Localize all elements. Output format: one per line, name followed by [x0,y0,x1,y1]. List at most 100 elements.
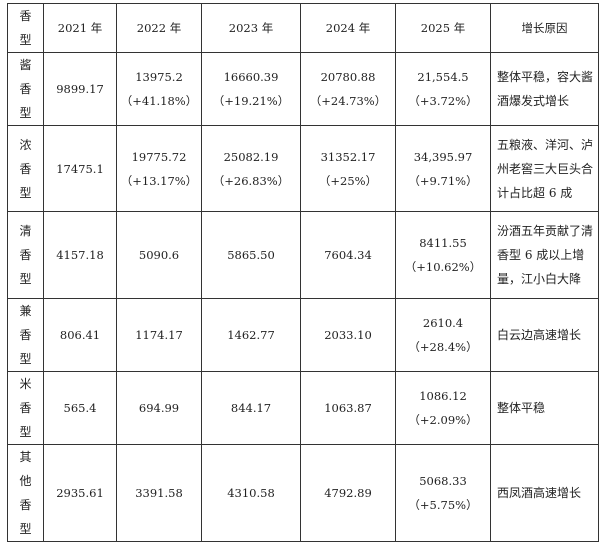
value-cell: 34,395.97 （+9.71%） [395,125,491,212]
value-cell: 2935.61 [43,444,117,542]
growth-reason: 整体平稳 [490,371,599,445]
aroma-type-cell: 清香型 [7,211,44,299]
sales-value: 19775.72 [131,149,187,164]
value-cell: 844.17 [201,371,301,445]
header-year-2023: 2023 年 [201,3,301,53]
growth-percent: （+19.21%） [212,94,290,108]
aroma-type-char: 他 [19,474,32,488]
value-cell: 1063.87 [300,371,396,445]
aroma-type-char: 香 [19,498,32,512]
value-cell: 2610.4 （+28.4%） [395,298,491,372]
sales-value: 17475.1 [56,161,104,176]
aroma-type-char: 其 [19,450,32,464]
table-row: 酱香型 9899.17 13975.2 （+41.18%） 16660.39 （+19.2… [7,52,599,126]
value-cell: 5068.33 （+5.75%） [395,444,491,542]
sales-value: 565.4 [63,401,97,415]
table-row: 米香型 565.4 694.99 844.17 1063.87 1086.12 （+2.09… [7,371,599,445]
aroma-type-char: 酱 [19,58,32,72]
value-cell: 1174.17 [116,298,202,372]
sales-value: 806.41 [59,328,101,342]
value-cell: 4157.18 [43,211,117,299]
aroma-type-char: 香 [19,248,32,262]
value-cell: 9899.17 [43,52,117,126]
aroma-type-char: 香 [19,82,32,96]
growth-percent: （+9.71%） [408,173,478,188]
sales-value: 5068.33 [419,474,467,488]
growth-reason: 西凤酒高速增长 [490,444,599,542]
growth-percent: （+25%） [318,173,378,188]
sales-value: 20780.88 [320,70,376,84]
sales-value: 1462.77 [227,328,275,342]
table-row: 其他香型 2935.61 3391.58 4310.58 4792.89 5068.33 （… [7,444,599,542]
value-cell: 5090.6 [116,211,202,299]
growth-percent: （+2.09%） [408,413,478,427]
value-cell: 8411.55 （+10.62%） [395,211,491,299]
value-cell: 4792.89 [300,444,396,542]
value-cell: 25082.19 （+26.83%） [201,125,301,212]
aroma-type-cell: 米香型 [7,371,44,445]
sales-value: 31352.17 [320,149,376,164]
header-year-2022: 2022 年 [116,3,202,53]
sales-value: 25082.19 [223,149,279,164]
header-row: 香 型 2021 年 2022 年 2023 年 2024 年 2025 年 增… [7,3,599,53]
value-cell: 4310.58 [201,444,301,542]
liquor-aroma-type-sales-table: 香 型 2021 年 2022 年 2023 年 2024 年 2025 年 增… [7,3,599,542]
header-year-2021: 2021 年 [43,3,117,53]
aroma-type-char: 浓 [19,137,32,152]
aroma-type-char: 兼 [19,304,32,318]
sales-value: 4157.18 [56,248,104,262]
sales-value: 4310.58 [227,486,275,500]
value-cell: 2033.10 [300,298,396,372]
value-cell: 20780.88 （+24.73%） [300,52,396,126]
sales-value: 1086.12 [419,389,467,403]
value-cell: 31352.17 （+25%） [300,125,396,212]
growth-reason: 白云边高速增长 [490,298,599,372]
growth-percent: （+26.83%） [212,173,290,188]
aroma-type-char: 清 [19,224,32,238]
sales-value: 694.99 [138,401,180,415]
value-cell: 694.99 [116,371,202,445]
sales-value: 16660.39 [223,70,279,84]
table-row: 清香型 4157.18 5090.6 5865.50 7604.34 8411.55 （+1… [7,211,599,299]
sales-value: 21,554.5 [417,70,469,84]
value-cell: 3391.58 [116,444,202,542]
aroma-type-char: 型 [19,272,32,286]
aroma-type-char: 型 [19,425,32,439]
growth-percent: （+10.62%） [404,260,482,274]
value-cell: 565.4 [43,371,117,445]
header-type-char: 香 [19,9,32,23]
table-row: 浓香型 17475.1 19775.72 （+13.17%） 25082.19 （+26.… [7,125,599,212]
header-reason: 增长原因 [490,3,599,53]
growth-percent: （+3.72%） [408,94,478,108]
sales-value: 1174.17 [135,328,183,342]
value-cell: 1462.77 [201,298,301,372]
sales-value: 1063.87 [324,401,372,415]
value-cell: 13975.2 （+41.18%） [116,52,202,126]
sales-value: 3391.58 [135,486,183,500]
aroma-type-char: 米 [19,377,32,391]
growth-percent: （+41.18%） [120,94,198,108]
sales-value: 2033.10 [324,328,372,342]
aroma-type-char: 型 [19,106,32,120]
header-type-char: 型 [19,33,32,47]
growth-percent: （+28.4%） [408,340,478,354]
growth-percent: （+5.75%） [408,498,478,512]
sales-value: 5865.50 [227,248,275,262]
growth-reason: 五粮液、洋河、泸州老窖三大巨头合计占比超 6 成 [490,125,599,212]
sales-value: 9899.17 [56,82,104,96]
value-cell: 17475.1 [43,125,117,212]
sales-value: 2935.61 [56,486,104,500]
sales-value: 5090.6 [138,248,180,262]
table-row: 兼香型 806.41 1174.17 1462.77 2033.10 2610.4 （+28… [7,298,599,372]
growth-reason: 整体平稳，容大酱酒爆发式增长 [490,52,599,126]
growth-percent: （+24.73%） [309,94,387,108]
aroma-type-cell: 酱香型 [7,52,44,126]
sales-value: 7604.34 [324,248,372,262]
value-cell: 7604.34 [300,211,396,299]
value-cell: 806.41 [43,298,117,372]
aroma-type-char: 香 [19,161,32,176]
value-cell: 19775.72 （+13.17%） [116,125,202,212]
aroma-type-cell: 其他香型 [7,444,44,542]
growth-reason: 汾酒五年贡献了清香型 6 成以上增量，江小白大降 [490,211,599,299]
sales-value: 4792.89 [324,486,372,500]
